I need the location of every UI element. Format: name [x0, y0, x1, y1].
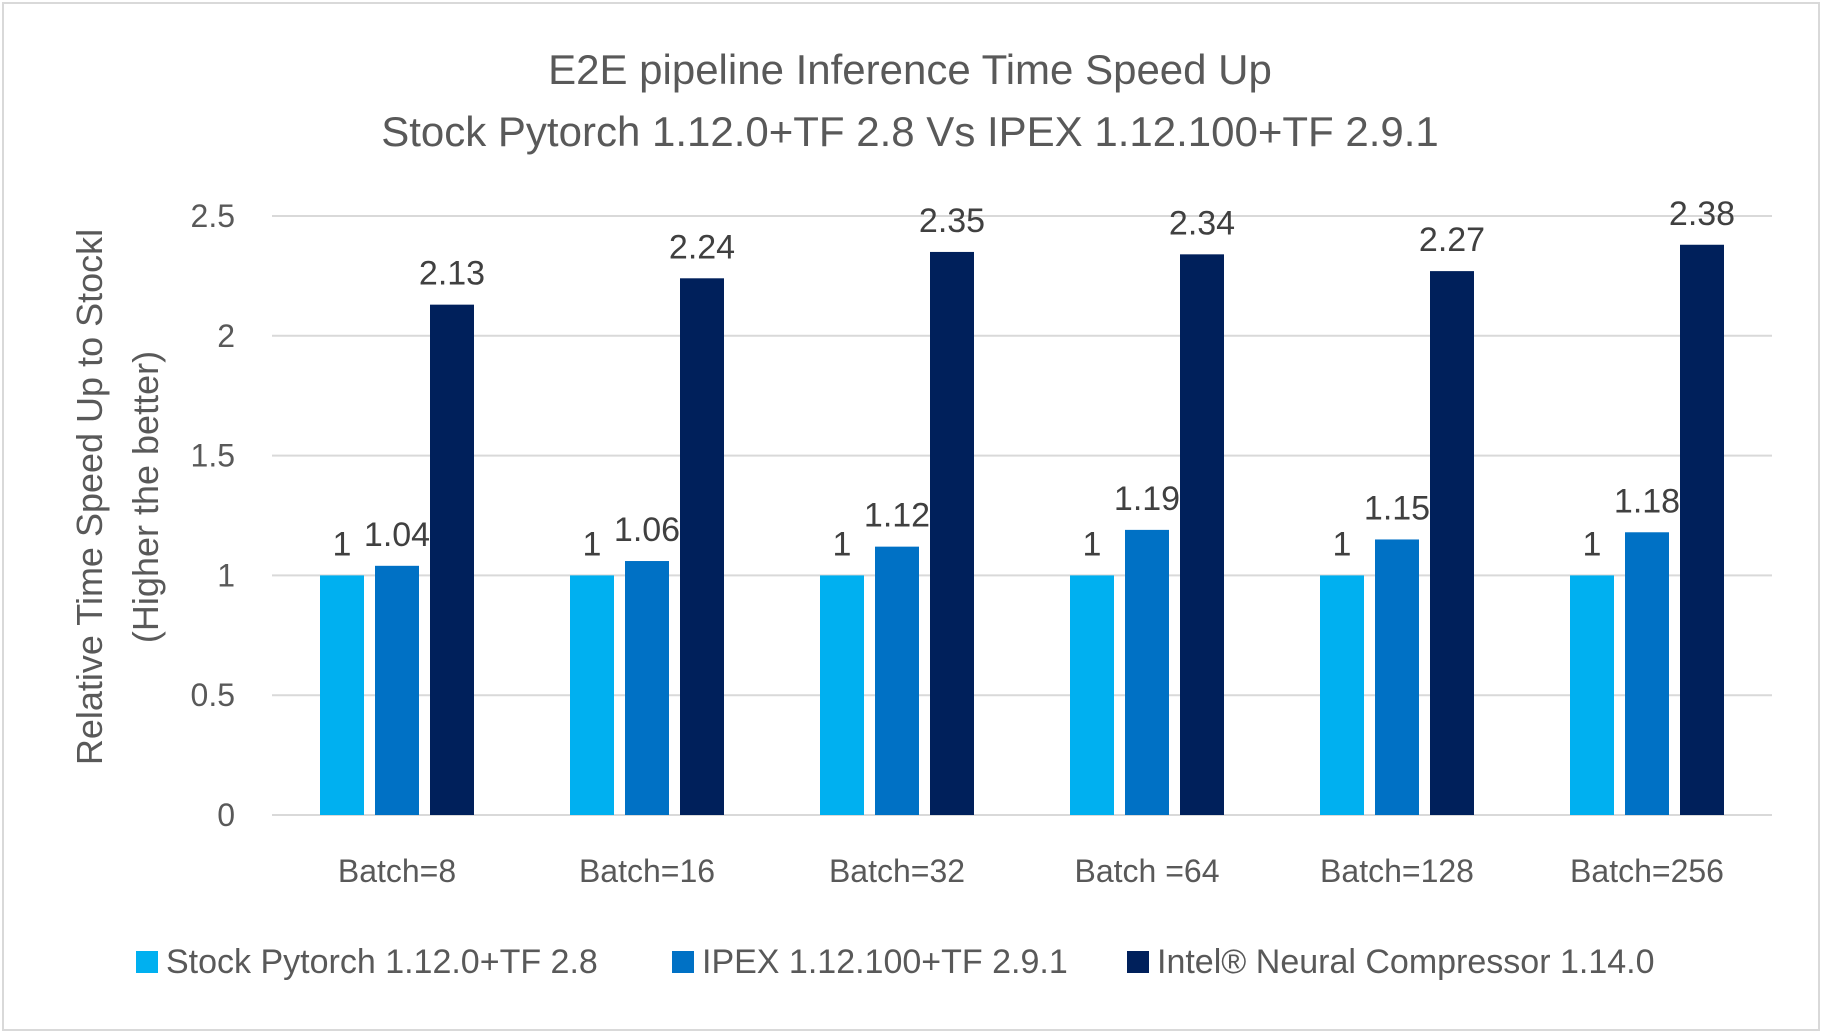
data-label: 2.34	[1169, 204, 1235, 242]
legend-entry: IPEX 1.12.100+TF 2.9.1	[702, 943, 1068, 981]
data-labels: 1 1.04 2.13 1 1.06 2.24 1 1.12 2.35 1 1.19 2.34 1 1.1…	[333, 195, 1736, 564]
x-tick-label: Batch=128	[1320, 853, 1474, 889]
data-label: 1	[1583, 525, 1602, 563]
bar	[570, 575, 614, 815]
bar	[820, 575, 864, 815]
data-label: 2.38	[1669, 195, 1735, 233]
x-axis-ticks: Batch=8 Batch=16 Batch=32 Batch =64 Batch=12…	[338, 853, 1724, 889]
y-tick-label: 0	[217, 797, 235, 833]
chart-title: E2E pipeline Inference Time Speed Up Sto…	[381, 46, 1439, 155]
x-tick-label: Batch=32	[829, 853, 965, 889]
chart-title-line-1: E2E pipeline Inference Time Speed Up	[548, 46, 1272, 93]
data-label: 1	[333, 525, 352, 563]
x-tick-label: Batch=8	[338, 853, 456, 889]
bar	[1125, 529, 1169, 815]
data-label: 1.06	[614, 511, 680, 549]
bar	[1430, 271, 1474, 815]
gridlines	[272, 215, 1772, 816]
data-label: 1	[1083, 525, 1102, 563]
bar	[1680, 244, 1724, 815]
bar	[1570, 575, 1614, 815]
legend: Stock Pytorch 1.12.0+TF 2.8 IPEX 1.12.100…	[136, 943, 1655, 981]
bars	[320, 244, 1724, 815]
y-tick-label: 1	[217, 557, 235, 593]
legend-entry: Intel® Neural Compressor 1.14.0	[1157, 943, 1655, 981]
bar	[625, 561, 669, 815]
bar	[1180, 254, 1224, 815]
bar	[1375, 539, 1419, 815]
x-tick-label: Batch=16	[579, 853, 715, 889]
data-label: 1	[833, 525, 852, 563]
y-tick-label: 2	[217, 318, 235, 354]
bar	[1625, 532, 1669, 815]
data-label: 2.27	[1419, 221, 1485, 259]
x-tick-label: Batch =64	[1075, 853, 1220, 889]
bar	[930, 251, 974, 815]
chart-title-line-2: Stock Pytorch 1.12.0+TF 2.8 Vs IPEX 1.12…	[381, 108, 1439, 155]
x-tick-label: Batch=256	[1570, 853, 1724, 889]
legend-swatch	[1127, 951, 1149, 973]
legend-swatch	[136, 951, 158, 973]
bar	[430, 304, 474, 815]
data-label: 1.12	[864, 497, 930, 535]
data-label: 1	[583, 525, 602, 563]
y-tick-label: 0.5	[191, 677, 235, 713]
data-label: 2.13	[419, 255, 485, 293]
y-axis-label-line-2: (Higher the better)	[125, 351, 166, 643]
data-label: 1.18	[1614, 482, 1680, 520]
bar	[375, 565, 419, 815]
data-label: 2.35	[919, 202, 985, 240]
bar	[1320, 575, 1364, 815]
data-label: 1	[1333, 525, 1352, 563]
data-label: 1.19	[1114, 480, 1180, 518]
data-label: 1.15	[1364, 489, 1430, 527]
y-tick-label: 1.5	[191, 438, 235, 474]
bar	[875, 546, 919, 815]
bar	[320, 575, 364, 815]
bar	[680, 278, 724, 815]
y-axis-label: Relative Time Speed Up to Stockl (Higher…	[69, 229, 166, 765]
legend-entry: Stock Pytorch 1.12.0+TF 2.8	[166, 943, 598, 981]
y-tick-label: 2.5	[191, 198, 235, 234]
y-axis-label-line-1: Relative Time Speed Up to Stockl	[69, 229, 110, 765]
y-axis-ticks: 0 0.5 1 1.5 2 2.5	[191, 198, 235, 833]
bar	[1070, 575, 1114, 815]
data-label: 1.04	[364, 516, 430, 554]
legend-swatch	[672, 951, 694, 973]
data-label: 2.24	[669, 228, 735, 266]
